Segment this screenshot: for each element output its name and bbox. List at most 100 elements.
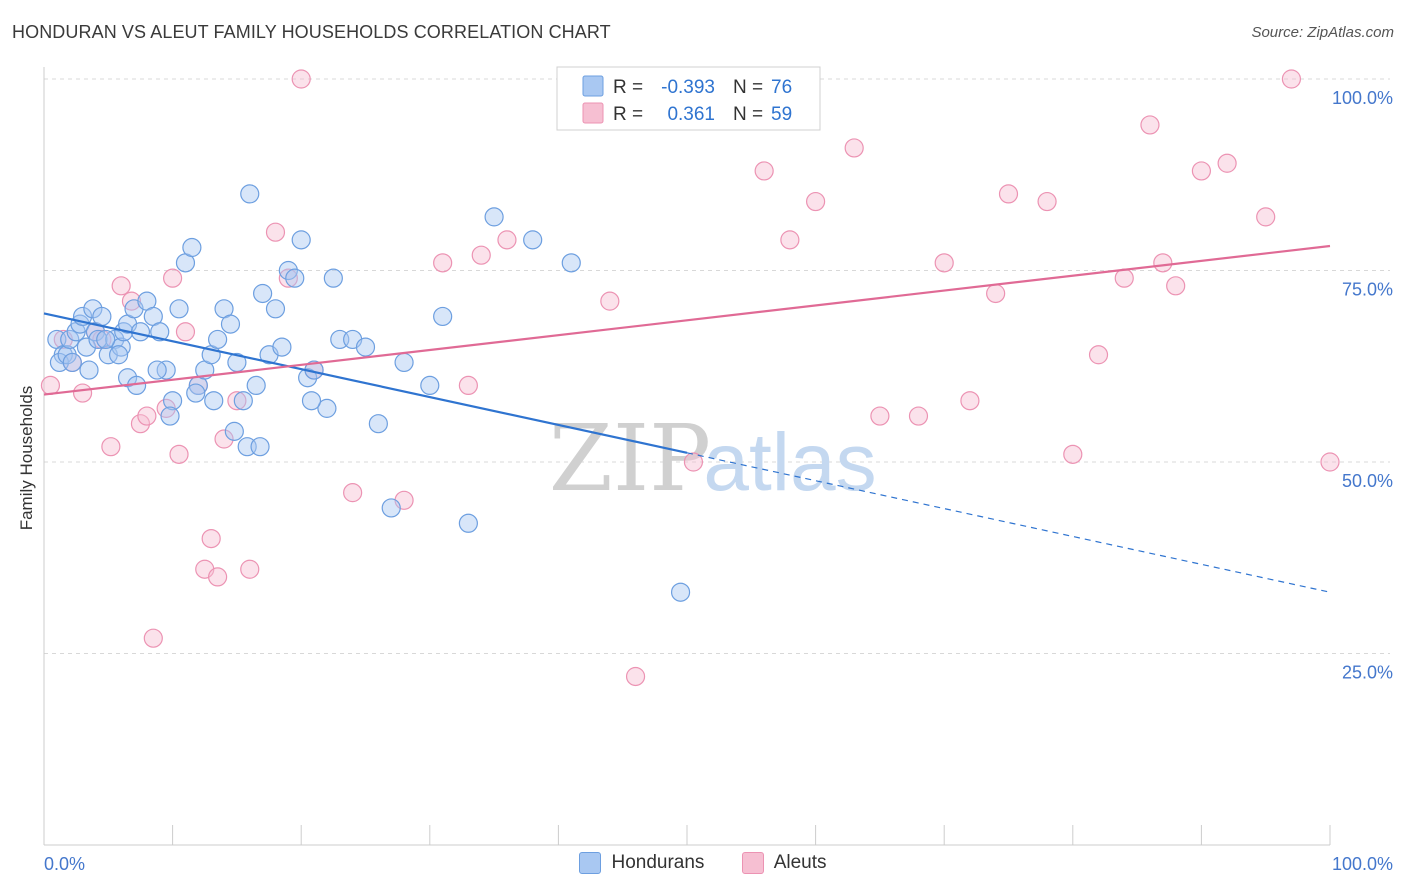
aleut-point-8 [121, 291, 142, 311]
aleut-point-3 [72, 383, 93, 403]
y-tick-label-0: 100.0% [1332, 88, 1393, 108]
aleut-point-37 [754, 161, 774, 181]
aleut-point-32 [497, 230, 517, 250]
x-tick-label-left: 0.0% [44, 854, 85, 874]
honduran-point-71 [224, 421, 244, 441]
aleut-point-43 [934, 253, 954, 273]
honduran-point-51 [355, 337, 376, 357]
aleut-point-34 [625, 666, 646, 687]
aleut-point-44 [960, 391, 980, 411]
legend-r-label-1: R = [613, 77, 643, 98]
honduran-point-40 [265, 299, 286, 319]
honduran-point-36 [240, 184, 260, 204]
chart-title: HONDURAN VS ALEUT FAMILY HOUSEHOLDS CORR… [12, 22, 611, 42]
aleut-point-48 [1063, 444, 1083, 464]
aleut-point-25 [291, 69, 311, 89]
aleut-point-47 [1037, 191, 1057, 212]
honduran-point-57 [458, 513, 478, 533]
legend-n-value-2: 59 [771, 104, 792, 125]
aleut-point-19 [208, 567, 228, 587]
hondurans-points [47, 184, 691, 602]
honduran-point-4 [60, 329, 80, 350]
aleut-point-0 [40, 375, 61, 395]
aleut-point-58 [1320, 452, 1340, 472]
honduran-point-59 [523, 230, 543, 250]
aleut-point-11 [143, 628, 163, 648]
legend-n-label-1: N = [733, 77, 763, 98]
honduran-point-8 [76, 337, 97, 357]
aleuts-swatch [741, 852, 764, 874]
aleut-point-35 [683, 452, 704, 472]
aleut-point-13 [163, 268, 183, 288]
y-tick-label-3: 25.0% [1342, 663, 1393, 683]
honduran-point-27 [182, 237, 202, 258]
honduran-point-65 [108, 345, 129, 365]
aleut-point-46 [998, 184, 1019, 204]
aleut-point-39 [805, 191, 826, 212]
hondurans-trend-extension [686, 452, 1331, 593]
aleut-point-57 [1281, 69, 1302, 89]
watermark-atlas: atlas [703, 417, 876, 508]
aleut-point-21 [227, 391, 247, 411]
honduran-point-45 [298, 368, 318, 388]
honduran-point-60 [561, 253, 581, 273]
legend-r-label-2: R = [613, 104, 643, 125]
honduran-point-73 [250, 437, 270, 457]
aleuts-label: Aleuts [773, 852, 827, 873]
aleut-point-27 [343, 483, 363, 503]
honduran-point-68 [160, 406, 180, 426]
honduran-point-47 [317, 398, 337, 418]
aleut-point-7 [111, 276, 131, 296]
aleut-point-56 [1256, 207, 1276, 227]
aleut-point-31 [471, 245, 491, 265]
aleut-point-18 [201, 528, 221, 549]
honduran-point-38 [253, 283, 273, 304]
honduran-point-44 [291, 230, 311, 250]
honduran-point-11 [88, 329, 108, 350]
legend-swatch-hondurans [582, 75, 604, 97]
aleut-point-30 [458, 375, 478, 395]
aleut-point-41 [870, 406, 890, 426]
aleuts-trend-line [43, 244, 1331, 396]
honduran-point-33 [220, 314, 241, 334]
aleut-point-15 [175, 322, 196, 342]
honduran-point-15 [111, 337, 131, 357]
aleut-point-50 [1114, 268, 1134, 288]
source-label: Source: ZipAtlas.com [1251, 24, 1394, 41]
honduran-point-63 [79, 360, 99, 380]
aleut-point-52 [1153, 253, 1173, 273]
hondurans-trend-line [43, 312, 688, 454]
x-tick-label-right: 100.0% [1332, 854, 1393, 874]
honduran-point-12 [92, 306, 112, 327]
legend-n-label-2: N = [733, 104, 763, 125]
honduran-point-58 [484, 207, 504, 227]
honduran-point-69 [186, 383, 206, 403]
y-tick-label-1: 75.0% [1342, 280, 1393, 300]
honduran-point-35 [233, 391, 253, 411]
stats-legend: R = -0.393 N = 76 R = 0.361 N = 59 [556, 66, 821, 131]
aleut-point-20 [214, 429, 234, 449]
honduran-point-70 [204, 391, 224, 411]
hondurans-label: Hondurans [611, 852, 705, 873]
aleut-point-23 [265, 222, 286, 242]
bottom-legend: Hondurans Aleuts [0, 852, 1406, 880]
trend-lines [43, 244, 1331, 593]
honduran-point-55 [420, 375, 440, 395]
honduran-point-53 [381, 498, 401, 518]
aleut-point-40 [844, 138, 864, 158]
y-axis-label: Family Households [17, 386, 36, 531]
aleut-point-55 [1217, 153, 1237, 173]
legend-n-value-1: 76 [771, 77, 792, 98]
aleut-point-54 [1191, 161, 1212, 181]
honduran-point-52 [368, 414, 388, 434]
honduran-point-31 [208, 329, 228, 350]
aleut-point-38 [780, 230, 800, 250]
aleut-point-33 [600, 291, 620, 311]
aleut-point-42 [908, 406, 929, 426]
honduran-point-56 [433, 306, 453, 327]
aleut-point-6 [101, 437, 121, 457]
honduran-point-19 [130, 322, 151, 342]
aleut-point-24 [278, 268, 298, 288]
aleuts-points [40, 69, 1340, 687]
honduran-point-64 [62, 352, 82, 373]
